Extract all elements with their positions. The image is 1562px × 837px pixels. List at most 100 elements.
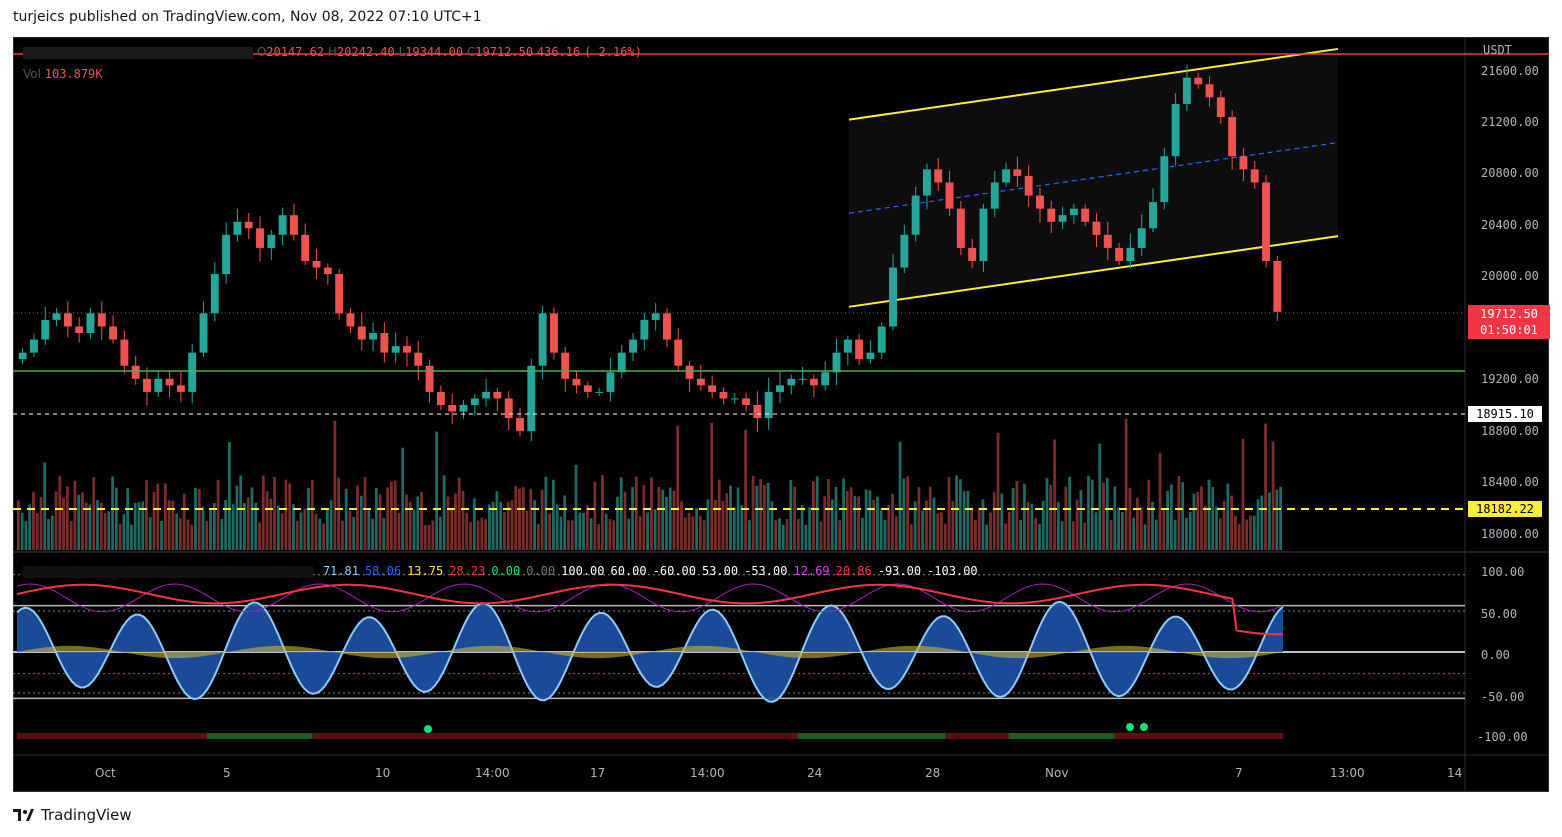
osc-signal-dot <box>1140 723 1148 731</box>
candle-body <box>482 391 491 399</box>
volume-bar <box>35 513 39 550</box>
osc-legend-value: 53.00 <box>701 564 739 578</box>
volume-bar <box>62 497 65 550</box>
candle-body <box>787 378 796 386</box>
osc-signal-dot <box>424 725 432 733</box>
price-levels[interactable] <box>13 53 1549 510</box>
volume-bar <box>442 475 446 550</box>
candle-body <box>1002 169 1011 183</box>
volume-bar <box>137 502 141 550</box>
volume-bar <box>518 488 521 550</box>
volume-bar <box>1068 476 1071 550</box>
volume-bar <box>744 429 747 550</box>
candle-body <box>1137 228 1146 248</box>
osc-signal-dot <box>1126 723 1134 731</box>
candle-body <box>1081 208 1090 222</box>
volume-bar <box>1275 489 1279 550</box>
candle-body <box>244 221 253 229</box>
volume-bar <box>740 505 744 550</box>
candle-body <box>516 418 524 432</box>
volume-bar <box>92 477 96 550</box>
volume-bar <box>487 504 491 550</box>
volume-bar <box>943 523 947 550</box>
price-tick: 20000.00 <box>1481 269 1539 283</box>
volume-bar <box>800 505 804 550</box>
osc-status-bar <box>270 733 292 739</box>
candle-body <box>821 372 830 386</box>
volume-bar <box>996 432 1000 550</box>
osc-status-bar <box>143 733 166 739</box>
volume-bar <box>567 520 570 550</box>
candle-body <box>595 391 604 393</box>
volume-bar <box>687 512 691 550</box>
volume-bar <box>1060 521 1064 550</box>
channel-drawing[interactable] <box>848 47 1339 308</box>
volume-bar <box>148 517 152 550</box>
candle-body <box>798 378 807 380</box>
volume-bar <box>160 520 163 550</box>
volume-bar <box>420 491 423 550</box>
volume-bar <box>1102 482 1105 550</box>
candle-body <box>730 398 739 400</box>
osc-status-bar <box>164 733 187 739</box>
volume-bar <box>1072 521 1075 550</box>
volume-bar <box>201 507 205 550</box>
osc-status-bar <box>713 733 735 739</box>
volume-bar <box>533 500 536 550</box>
volume-bar <box>657 486 661 550</box>
volume-bar <box>126 488 130 550</box>
volume-bar <box>231 504 235 550</box>
candle-body <box>504 398 513 419</box>
osc-status-bar <box>59 733 81 739</box>
volume-bar <box>898 441 902 550</box>
osc-legend-value: 13.75 <box>407 564 444 578</box>
osc-legend-value: 71.81 <box>322 564 359 578</box>
volume-bar <box>989 512 992 550</box>
volume-bar <box>310 479 314 550</box>
volume-bar <box>1143 524 1147 550</box>
candle-body <box>527 365 536 432</box>
volume-bar <box>1120 511 1124 550</box>
volume-bar <box>1162 510 1166 550</box>
volume-bar <box>476 520 480 550</box>
volume-bar <box>676 425 680 550</box>
volume-bar <box>1192 493 1196 550</box>
osc-tick: -50.00 <box>1481 690 1525 704</box>
volume-bar <box>834 486 838 550</box>
volume-bar <box>352 517 356 550</box>
symbol-hidden-block <box>23 46 253 59</box>
volume-bar <box>928 486 932 550</box>
candle-body <box>436 391 445 405</box>
footer-brand[interactable]: TradingView <box>13 806 132 824</box>
osc-status-bar <box>692 733 714 739</box>
volume-bar <box>371 518 374 550</box>
volume-bar <box>276 505 280 550</box>
volume-bar <box>879 510 883 550</box>
candle-body <box>391 346 400 353</box>
volume-bar <box>1158 452 1162 550</box>
volume-bar <box>1117 507 1120 550</box>
volume-bar <box>171 500 175 550</box>
time-label: 10 <box>375 766 391 780</box>
volume-bar <box>770 501 774 550</box>
volume-bar <box>32 492 35 550</box>
vol-value: 103.879K <box>44 67 103 81</box>
candle-body <box>459 405 468 412</box>
volume-bar <box>796 518 800 550</box>
volume-bar <box>84 502 88 550</box>
volume-bar <box>698 516 702 550</box>
volume-bar <box>913 501 917 550</box>
volume-bar <box>359 495 363 550</box>
volume-bar <box>891 493 894 550</box>
candle-body <box>832 352 841 373</box>
chart-canvas[interactable] <box>13 37 1549 792</box>
volume-bar <box>634 476 638 550</box>
volume-bar <box>951 501 955 550</box>
volume-bar <box>958 479 962 550</box>
volume-bar <box>842 478 845 550</box>
chart-area[interactable]: O20147.62 H20242.40 L19344.00 C19712.50 … <box>13 37 1550 792</box>
volume-bar <box>17 500 20 550</box>
candle-body <box>561 352 570 379</box>
candle-body <box>889 267 897 327</box>
candle-body <box>617 352 626 373</box>
